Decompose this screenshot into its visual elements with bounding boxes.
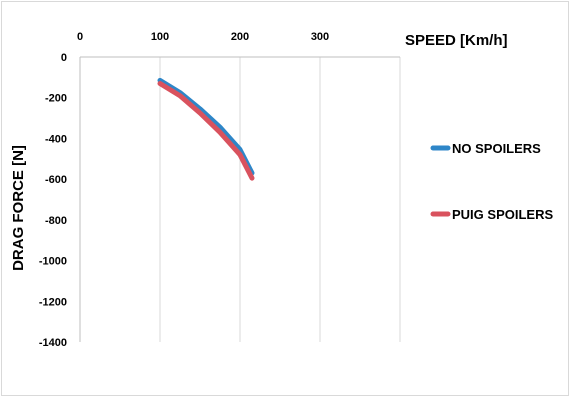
legend: NO SPOILERS PUIG SPOILERS [430, 141, 553, 222]
x-tick-label-200: 200 [231, 31, 249, 43]
y-tick-label--1000: -1000 [39, 256, 67, 268]
x-tick-label-100: 100 [151, 31, 169, 43]
x-tick-label-0: 0 [77, 31, 83, 43]
legend-label-no-spoilers: NO SPOILERS [452, 141, 541, 156]
x-axis-title: SPEED [Km/h] [405, 32, 508, 49]
y-tick-label--600: -600 [45, 174, 67, 186]
series-line-puig-spoilers [157, 81, 255, 181]
y-axis-title: DRAG FORCE [N] [10, 145, 27, 271]
x-tick-label-300: 300 [311, 31, 329, 43]
legend-label-puig-spoilers: PUIG SPOILERS [452, 207, 553, 222]
y-tick-label--400: -400 [45, 133, 67, 145]
series-layer [157, 77, 255, 181]
grid-layer [159, 57, 401, 342]
y-tick-label--200: -200 [45, 93, 67, 105]
y-tick-label--1400: -1400 [39, 337, 67, 349]
axis-layer: 0 100 200 300 0 -200 -400 -600 -800 -1000 -1200 -14… [39, 31, 400, 349]
y-tick-label--800: -800 [45, 215, 67, 227]
y-tick-label-0: 0 [61, 52, 67, 64]
y-tick-label--1200: -1200 [39, 296, 67, 308]
